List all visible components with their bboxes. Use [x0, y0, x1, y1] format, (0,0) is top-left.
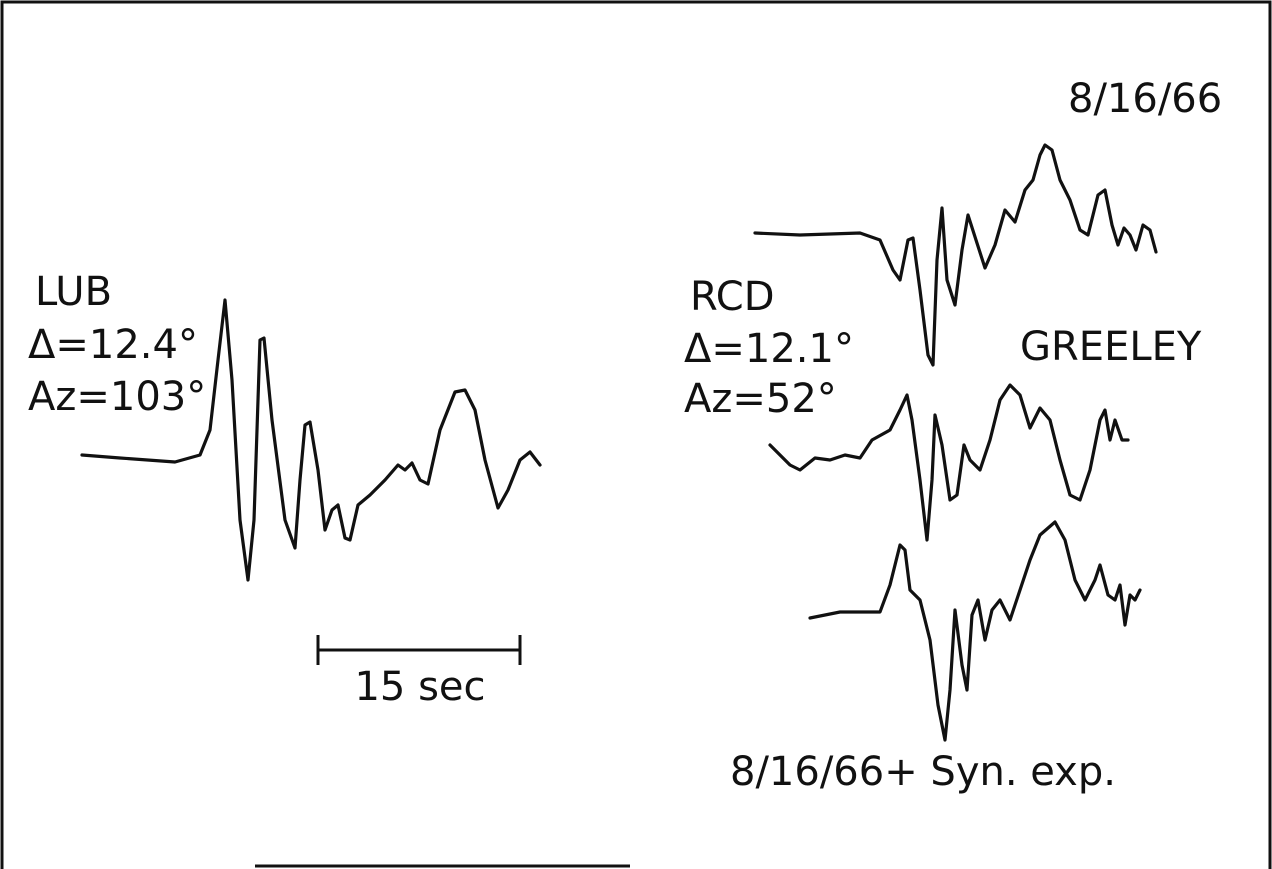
distance: Δ=12.4° — [28, 322, 198, 368]
azimuth: Az=103° — [28, 374, 206, 420]
azimuth: Az=52° — [684, 376, 837, 422]
station-name: LUB — [35, 269, 112, 315]
waveform-lub — [80, 298, 542, 582]
site-name: GREELEY — [1020, 324, 1202, 370]
scale-bar — [316, 635, 522, 665]
trace-label: 8/16/66 — [1068, 76, 1222, 122]
waveform-rcd — [768, 383, 1130, 542]
waveform-greeley-synthetic — [808, 520, 1142, 742]
distance: Δ=12.1° — [684, 326, 854, 372]
trace-label: 8/16/66+ Syn. exp. — [730, 749, 1116, 795]
station-name: RCD — [690, 274, 775, 320]
scale-label: 15 sec — [354, 664, 485, 710]
waveform-greeley-top — [753, 143, 1158, 367]
